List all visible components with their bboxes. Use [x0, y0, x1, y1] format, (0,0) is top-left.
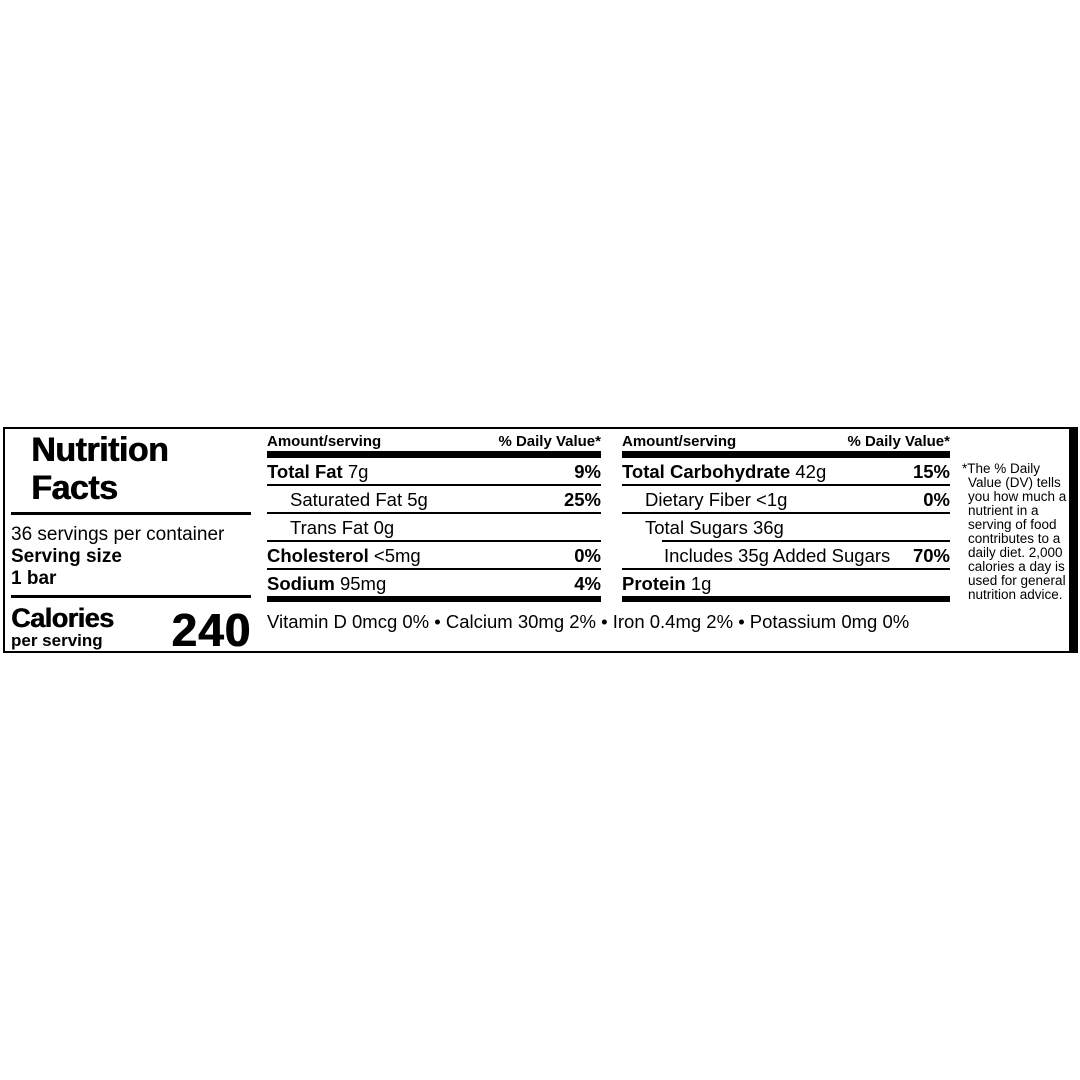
header-bar: [267, 451, 601, 458]
separator-rule: [267, 568, 601, 570]
separator-rule: [267, 512, 601, 514]
label-left-section: Nutrition Facts 36 servings per containe…: [11, 431, 251, 656]
nutrient-rows: 9% Total Fat 7g 25% Saturated Fat 5g Trans F…: [267, 458, 601, 602]
nutrient-row: Total Sugars 36g: [622, 514, 950, 540]
nutrient-rows: 15% Total Carbohydrate 42g 0% Dietary Fiber…: [622, 458, 950, 602]
divider-rule: [11, 595, 251, 598]
daily-value-percent: 0%: [923, 489, 950, 510]
micronutrients-line: Vitamin D 0mcg 0% • Calcium 30mg 2% • Ir…: [267, 611, 910, 632]
serving-size-value: 1 bar: [11, 568, 57, 589]
separator-rule: [267, 540, 601, 542]
footnote-text: *The % Daily Value (DV) tells you how mu…: [962, 461, 1067, 602]
calories-block: Calories per serving 240: [11, 603, 251, 656]
label-title: Nutrition Facts: [31, 431, 251, 507]
column-header: Amount/serving % Daily Value*: [267, 433, 601, 451]
nutrient-row: 4% Sodium 95mg: [267, 570, 601, 596]
serving-size-label: Serving size: [11, 546, 122, 567]
nutrient-amount: 1g: [685, 573, 712, 594]
calories-value: 240: [171, 604, 251, 656]
label-title-line1: Nutrition: [31, 431, 169, 469]
calories-sublabel: per serving: [11, 631, 103, 650]
nutrient-amount: 42g: [790, 461, 827, 482]
nutrient-row: 0% Dietary Fiber <1g: [622, 486, 950, 512]
nutrition-facts-label: Nutrition Facts 36 servings per containe…: [3, 427, 1078, 656]
nutrient-name: Saturated Fat: [290, 489, 403, 510]
nutrient-name: Protein: [622, 573, 686, 594]
daily-value-percent: 70%: [912, 545, 950, 566]
nutrient-name: Total Carbohydrate: [622, 461, 791, 482]
nutrient-row: Trans Fat 0g: [267, 514, 601, 540]
nutrient-row: 70% Includes 35g Added Sugars: [622, 542, 950, 568]
daily-value-header: % Daily Value*: [847, 433, 950, 450]
nutrient-name: Dietary Fiber: [645, 489, 751, 510]
nutrient-row: Protein 1g: [622, 570, 950, 596]
nutrient-row: 25% Saturated Fat 5g: [267, 486, 601, 512]
nutrient-amount: 5g: [402, 489, 428, 510]
label-title-line2: Facts: [31, 469, 118, 507]
column-header: Amount/serving % Daily Value*: [622, 433, 950, 451]
nutrient-name: Trans Fat: [290, 517, 369, 538]
nutrient-name: Sodium: [267, 573, 335, 594]
divider-rule: [11, 512, 251, 515]
nutrient-amount: 36g: [747, 517, 784, 538]
servings-per-container: 36 servings per container: [11, 524, 225, 545]
nutrient-amount: <1g: [750, 489, 788, 510]
nutrient-name: Includes 35g Added Sugars: [664, 545, 891, 566]
nutrient-row: 15% Total Carbohydrate 42g: [622, 458, 950, 484]
daily-value-percent: 9%: [574, 461, 601, 482]
nutrient-amount: 7g: [342, 461, 369, 482]
nutrient-column-left: Amount/serving % Daily Value* 9% Total Fa…: [267, 433, 601, 602]
calories-label: Calories: [11, 603, 114, 633]
nutrient-row: 0% Cholesterol <5mg: [267, 542, 601, 568]
nutrient-amount: 95mg: [334, 573, 387, 594]
nutrient-column-right: Amount/serving % Daily Value* 15% Total C…: [622, 433, 950, 602]
nutrient-name: Total Fat: [267, 461, 343, 482]
separator-rule: [267, 596, 601, 602]
daily-value-header: % Daily Value*: [498, 433, 601, 450]
nutrient-amount: <5mg: [368, 545, 421, 566]
amount-serving-header: Amount/serving: [267, 433, 382, 450]
separator-rule: [662, 540, 950, 542]
separator-rule: [622, 568, 950, 570]
daily-value-percent: 25%: [563, 489, 601, 510]
nutrient-name: Total Sugars: [645, 517, 748, 538]
nutrient-name: Cholesterol: [267, 545, 369, 566]
amount-serving-header: Amount/serving: [622, 433, 737, 450]
separator-rule: [267, 484, 601, 486]
nutrient-amount: 0g: [368, 517, 395, 538]
daily-value-percent: 4%: [574, 573, 601, 594]
nutrient-row: 9% Total Fat 7g: [267, 458, 601, 484]
daily-value-percent: 0%: [574, 545, 601, 566]
daily-value-percent: 15%: [912, 461, 950, 482]
separator-rule: [622, 512, 950, 514]
separator-rule: [622, 596, 950, 602]
serving-info-block: 36 servings per container Serving size 1…: [11, 524, 251, 590]
separator-rule: [622, 484, 950, 486]
header-bar: [622, 451, 950, 458]
